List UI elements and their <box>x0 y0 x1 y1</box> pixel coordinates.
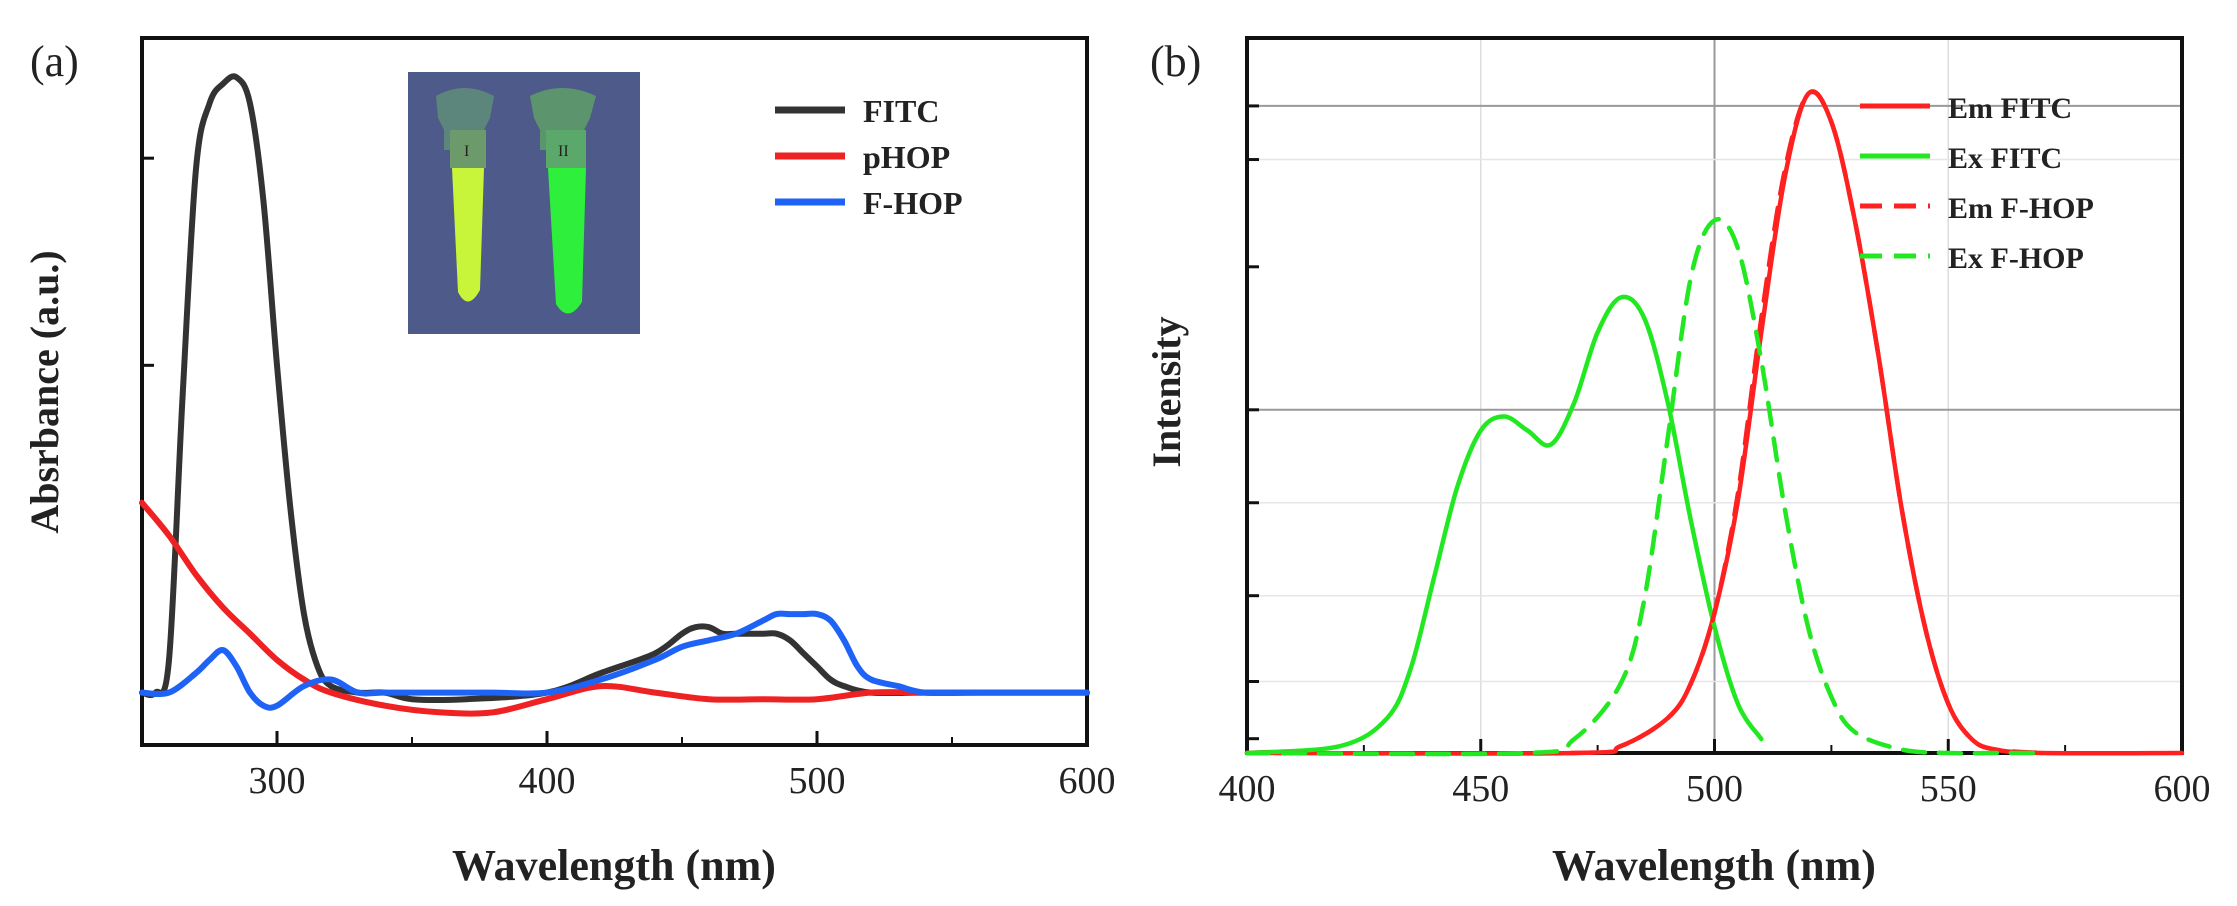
series-line-ex-f-hop <box>1244 216 2045 757</box>
legend-label-ex-fitc: Ex FITC <box>1948 142 2062 175</box>
series-line-phop <box>139 499 1090 717</box>
panel-b-series <box>1244 89 2185 757</box>
legend-label-fitc: FITC <box>863 93 939 129</box>
panel-a: (a) 300 400 500 600 I II FITC pHOP F-HOP Wave… <box>22 36 1116 890</box>
x-tick-label-600: 600 <box>1059 760 1116 802</box>
series-line-fitc <box>139 73 1090 704</box>
legend-label-f-hop: F-HOP <box>863 185 963 221</box>
inset-vial-photo: I II <box>408 72 640 334</box>
panel-b-y-axis-label: Intensity <box>1144 316 1189 467</box>
legend-label-phop: pHOP <box>863 139 950 175</box>
vial-2-label: II <box>558 143 569 160</box>
panel-a-label: (a) <box>30 37 79 86</box>
x-tick-label-450: 450 <box>1452 768 1509 810</box>
panel-b-label: (b) <box>1150 37 1201 86</box>
panel-b-x-axis-label: Wavelength (nm) <box>1552 841 1876 890</box>
x-tick-label-400: 400 <box>519 760 576 802</box>
legend-label-em-f-hop: Em F-HOP <box>1948 192 2094 225</box>
vial-2-neck <box>546 130 586 168</box>
x-tick-label-600: 600 <box>2154 768 2211 810</box>
vial-1-neck <box>450 130 486 168</box>
panel-b-x-tick-labels: 400 450 500 550 600 <box>1219 768 2211 810</box>
panel-a-x-axis-label: Wavelength (nm) <box>452 841 776 890</box>
x-tick-label-300: 300 <box>249 760 306 802</box>
series-line-em-f-hop <box>1244 89 2045 756</box>
x-tick-label-500: 500 <box>1686 768 1743 810</box>
series-line-ex-fitc <box>1244 294 1764 756</box>
x-tick-label-550: 550 <box>1920 768 1977 810</box>
series-line-f-hop <box>139 610 1090 711</box>
panel-a-frame <box>140 36 1089 747</box>
legend-label-em-fitc: Em FITC <box>1948 92 2072 125</box>
panel-a-series <box>139 73 1090 717</box>
panel-b: (b) 400 450 500 550 600 Em FITC Ex FITC Em F-H… <box>1144 36 2211 890</box>
x-tick-label-400: 400 <box>1219 768 1276 810</box>
panel-a-x-tick-labels: 300 400 500 600 <box>249 760 1116 802</box>
vial-1-label: I <box>464 143 469 160</box>
x-tick-label-500: 500 <box>789 760 846 802</box>
panel-a-y-axis-label: Absrbance (a.u.) <box>22 250 67 533</box>
panel-b-legend: Em FITC Ex FITC Em F-HOP Ex F-HOP <box>1860 92 2094 275</box>
vial-1-body <box>452 168 484 302</box>
panel-b-grid <box>1247 38 2182 753</box>
panel-a-legend: FITC pHOP F-HOP <box>775 93 963 221</box>
vial-2-body <box>548 168 586 314</box>
legend-label-ex-f-hop: Ex F-HOP <box>1948 242 2084 275</box>
